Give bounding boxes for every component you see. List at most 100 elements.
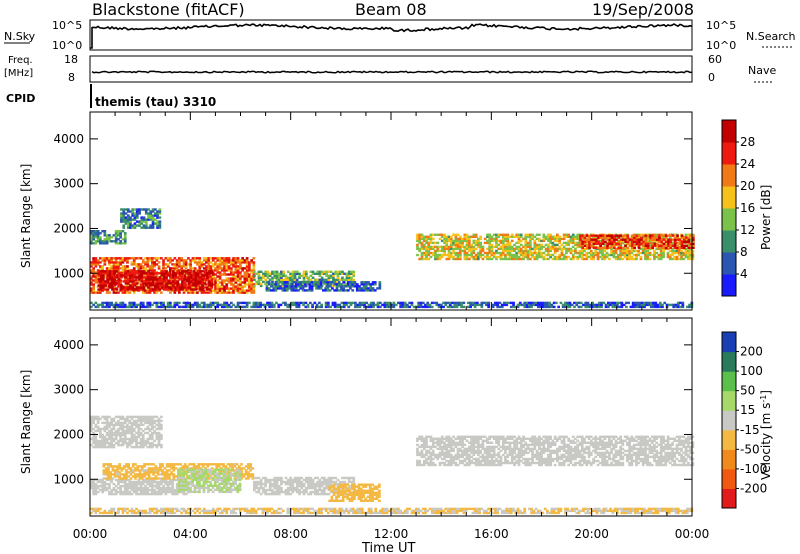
scatter-cell [129, 477, 133, 480]
scatter-cell [610, 240, 614, 243]
scatter-cell [538, 245, 541, 249]
scatter-cell [174, 475, 178, 478]
scatter-cell [682, 257, 686, 261]
scatter-cell [211, 281, 215, 284]
scatter-cell [576, 245, 580, 249]
scatter-cell [453, 303, 457, 307]
scatter-cell [225, 484, 228, 487]
scatter-cell [224, 473, 228, 476]
scatter-cell [264, 270, 267, 273]
scatter-cell [168, 463, 171, 466]
scatter-cell [220, 267, 224, 270]
scatter-cell [547, 253, 550, 257]
scatter-cell [229, 468, 233, 471]
scatter-cell [220, 291, 224, 294]
scatter-cell [92, 269, 95, 272]
scatter-cell [241, 261, 244, 264]
scatter-cell [141, 265, 145, 268]
scatter-cell [178, 301, 181, 305]
scatter-cell [360, 283, 364, 286]
scatter-cell [247, 463, 250, 466]
scatter-cell [117, 265, 120, 268]
scatter-cell [102, 465, 106, 468]
scatter-cell [671, 249, 674, 253]
scatter-cell [501, 233, 505, 236]
scatter-cell [119, 263, 122, 266]
scatter-cell [434, 233, 437, 236]
scatter-cell [280, 272, 283, 275]
scatter-cell [465, 243, 469, 247]
scatter-cell [160, 280, 164, 283]
scatter-cell [605, 251, 609, 255]
scatter-cell [143, 465, 146, 468]
scatter-cell [210, 270, 214, 273]
scatter-cell [189, 480, 192, 483]
scatter-cell [610, 238, 614, 241]
scatter-cell [461, 239, 464, 243]
scatter-cell [443, 237, 446, 241]
scatter-cell [662, 251, 665, 255]
scatter-cell [659, 257, 663, 261]
scatter-cell [117, 272, 121, 275]
scatter-cell [510, 233, 514, 236]
scatter-cell [162, 261, 165, 264]
scatter-cell [345, 272, 349, 275]
scatter-cell [218, 277, 222, 280]
scatter-cell [223, 269, 226, 272]
scatter-cell [211, 476, 215, 479]
scatter-cell [241, 257, 244, 260]
scatter-cell [277, 272, 281, 275]
scatter-cell [140, 280, 144, 283]
scatter-cell [223, 259, 226, 262]
scatter-cell [236, 257, 240, 260]
scatter-cell [576, 235, 580, 238]
scatter-cell [288, 305, 292, 309]
scatter-cell [90, 484, 93, 488]
scatter-cell [120, 284, 123, 287]
scatter-cell [250, 261, 253, 264]
scatter-cell [138, 212, 141, 215]
scatter-cell [94, 490, 98, 494]
scatter-cell [96, 232, 100, 235]
scatter-cell [599, 236, 603, 239]
scatter-cell [241, 289, 244, 292]
colorbar-tick-label: 24 [740, 157, 755, 171]
scatter-cell [501, 247, 505, 251]
scatter-cell [513, 247, 516, 251]
scatter-cell [610, 249, 613, 253]
scatter-cell [553, 235, 557, 238]
scatter-cell [445, 243, 449, 247]
scatter-cell [189, 488, 192, 492]
scatter-cell [540, 255, 543, 259]
scatter-cell [124, 208, 128, 211]
scatter-cell [684, 253, 688, 257]
scatter-cell [315, 283, 318, 286]
scatter-cell [576, 233, 580, 236]
scatter-cell [531, 233, 534, 236]
scatter-cell [133, 214, 137, 217]
freq-unit: [MHz] [4, 68, 33, 79]
scatter-cell [209, 468, 213, 471]
scatter-cell [517, 245, 521, 249]
scatter-cell [550, 305, 554, 309]
scatter-cell [108, 278, 112, 281]
scatter-cell [120, 208, 123, 211]
scatter-cell [131, 469, 135, 472]
scatter-cell [151, 486, 154, 490]
scatter-cell [327, 270, 331, 273]
scatter-cell [126, 484, 129, 488]
scatter-cell [193, 474, 197, 477]
scatter-cell [477, 251, 480, 255]
scatter-cell [519, 249, 523, 253]
scatter-cell [108, 270, 112, 273]
scatter-cell [292, 285, 296, 288]
scatter-cell [546, 301, 549, 305]
scatter-cell [170, 465, 173, 468]
scatter-cell [196, 257, 199, 260]
scatter-cell [96, 486, 100, 490]
scatter-cell [102, 274, 105, 277]
scatter-cell [268, 274, 272, 277]
scatter-cell [524, 253, 528, 257]
scatter-cell [425, 239, 428, 243]
scatter-cell [606, 234, 609, 237]
